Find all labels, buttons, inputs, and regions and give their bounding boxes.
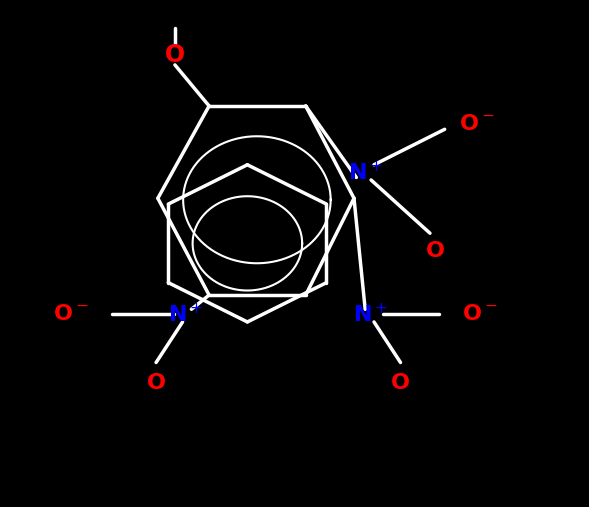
Text: N$^+$: N$^+$ <box>348 161 383 184</box>
Text: O$^-$: O$^-$ <box>462 304 498 324</box>
Text: O: O <box>147 373 166 393</box>
Text: N$^+$: N$^+$ <box>353 303 389 326</box>
Text: O: O <box>426 241 445 261</box>
Text: O$^-$: O$^-$ <box>53 304 88 324</box>
Text: O: O <box>391 373 410 393</box>
Text: N$^+$: N$^+$ <box>168 303 203 326</box>
Text: O: O <box>165 43 185 67</box>
Text: O$^-$: O$^-$ <box>459 114 495 134</box>
